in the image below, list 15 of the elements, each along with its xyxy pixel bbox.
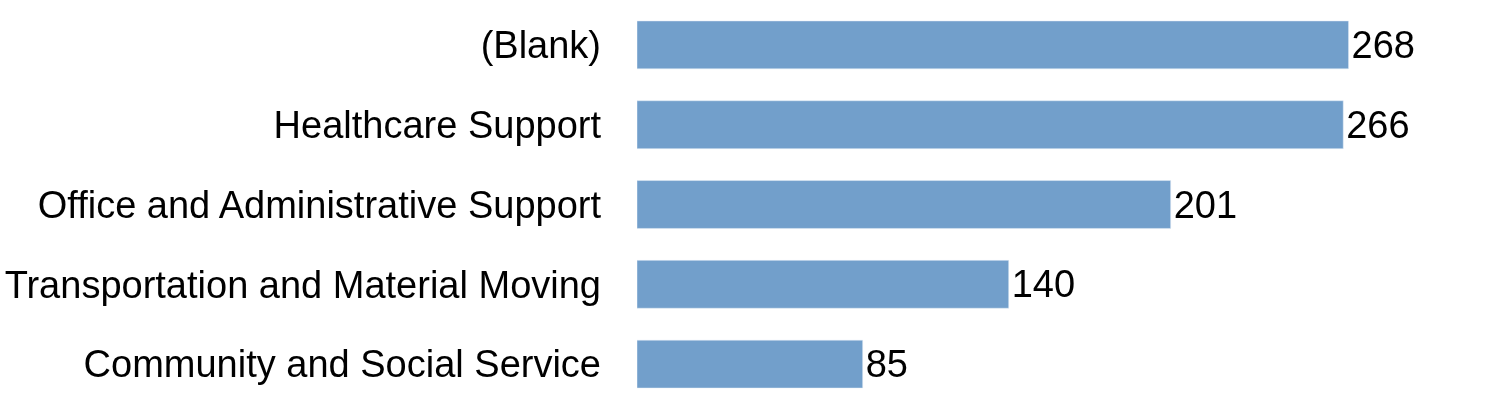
bar (637, 100, 1344, 149)
bar (637, 20, 1349, 70)
y-tick-label: Healthcare Support (273, 104, 602, 146)
y-tick-label: (Blank) (480, 24, 601, 67)
data-label: 201 (1173, 183, 1238, 226)
y-tick-label: Community and Social Service (83, 343, 601, 386)
data-label: 85 (865, 343, 908, 386)
y-tick-label: Office and Administrative Support (37, 183, 602, 226)
y-tick-label: Transportation and Material Moving (4, 263, 601, 306)
data-label: 140 (1011, 263, 1076, 306)
bar (637, 339, 863, 389)
data-label: 268 (1351, 23, 1415, 66)
bar (637, 180, 1171, 229)
bar (637, 260, 1009, 309)
data-label: 266 (1346, 103, 1410, 146)
